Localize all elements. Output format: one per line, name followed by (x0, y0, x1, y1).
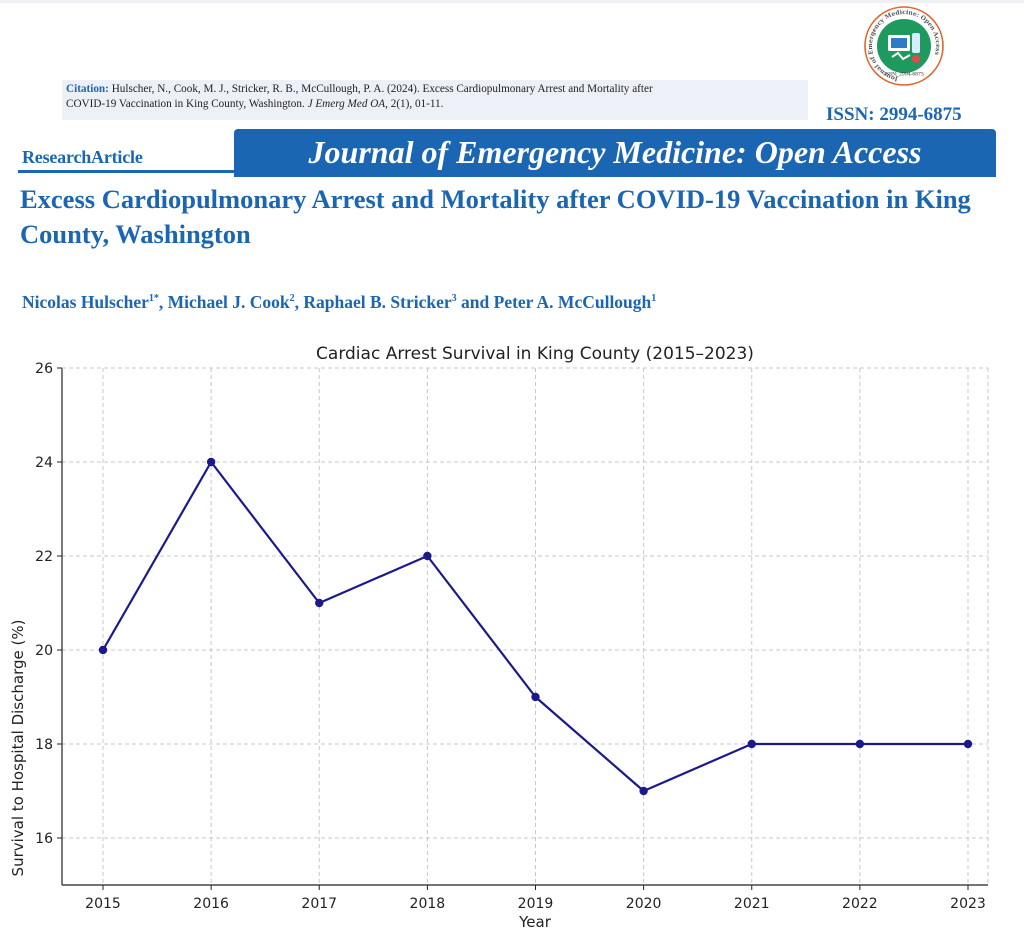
x-tick-label: 2019 (518, 896, 554, 912)
y-tick-label: 24 (35, 455, 53, 471)
grid-layer (62, 367, 988, 885)
y-tick-label: 18 (35, 737, 53, 753)
author-list: Nicolas Hulscher1*, Michael J. Cook2, Ra… (22, 292, 656, 313)
y-tick-label: 22 (35, 549, 53, 565)
article-type: ResearchArticle (22, 147, 143, 167)
citation-box: Citation: Hulscher, N., Cook, M. J., Str… (62, 80, 808, 120)
author-name: Peter A. McCullough (493, 292, 652, 312)
article-type-underline (18, 170, 238, 173)
article-title: Excess Cardiopulmonary Arrest and Mortal… (20, 184, 971, 249)
series-layer (98, 457, 973, 796)
pulse-dot-icon (912, 55, 920, 63)
author-affiliation: 3 (451, 293, 457, 305)
x-tick-label: 2023 (950, 896, 986, 912)
y-axis-label: Survival to Hospital Discharge (%) (9, 620, 27, 877)
journal-banner: Journal of Emergency Medicine: Open Acce… (234, 129, 996, 177)
data-point (747, 739, 756, 749)
author-name: Michael J. Cook (167, 292, 290, 312)
logo-issn-text: ISSN: 2994-6875 (884, 72, 924, 78)
author-affiliation: 1* (148, 293, 159, 305)
x-tick-label: 2018 (410, 896, 446, 912)
author-name: Nicolas Hulscher (22, 292, 149, 312)
axes-layer (61, 367, 989, 886)
x-tick-label: 2017 (301, 896, 337, 912)
author-affiliation: 1 (651, 293, 657, 305)
issn-label: ISSN: 2994-6875 (826, 104, 962, 125)
author-separator: and (456, 292, 494, 312)
y-tick-label: 20 (35, 643, 53, 659)
author-separator: , (158, 292, 168, 312)
citation-label: Citation: (66, 83, 109, 95)
data-point (531, 692, 540, 702)
author-separator: , (294, 292, 304, 312)
data-point (963, 739, 973, 749)
phone-icon (912, 33, 920, 53)
author-name: Raphael B. Stricker (303, 292, 452, 312)
x-tick-label: 2015 (85, 896, 121, 912)
data-point (855, 739, 865, 749)
author-affiliation: 2 (289, 293, 295, 305)
journal-name: Journal of Emergency Medicine: Open Acce… (308, 134, 922, 170)
chart-title: Cardiac Arrest Survival in King County (… (316, 344, 754, 364)
data-point (639, 786, 648, 796)
y-tick-label: 26 (35, 361, 53, 377)
ticks-layer: 2015 2016 2017 2018 2019 2020 2021 2022 20231618… (35, 361, 986, 912)
top-border (0, 0, 1024, 3)
x-tick-label: 2021 (734, 896, 770, 912)
x-tick-label: 2020 (626, 896, 662, 912)
heartbeat-icon (891, 51, 911, 61)
survival-line-chart: Cardiac Arrest Survival in King County (… (9, 344, 989, 931)
x-tick-label: 2016 (193, 896, 229, 912)
citation-volume: 2(1), 01-11. (390, 98, 444, 110)
data-point (98, 645, 108, 655)
x-tick-label: 2022 (842, 896, 878, 912)
data-point (315, 598, 324, 608)
y-tick-label: 16 (35, 831, 53, 847)
citation-line1: Hulscher, N., Cook, M. J., Stricker, R. … (111, 83, 653, 95)
data-point (423, 551, 432, 561)
citation-journal: J Emerg Med OA, (307, 98, 388, 110)
journal-logo: Journal of Emergency Medicine: Open Acce… (864, 6, 944, 86)
citation-line2: COVID-19 Vaccination in King County, Was… (66, 98, 305, 110)
data-point (206, 457, 216, 467)
x-axis-label: Year (518, 913, 552, 931)
